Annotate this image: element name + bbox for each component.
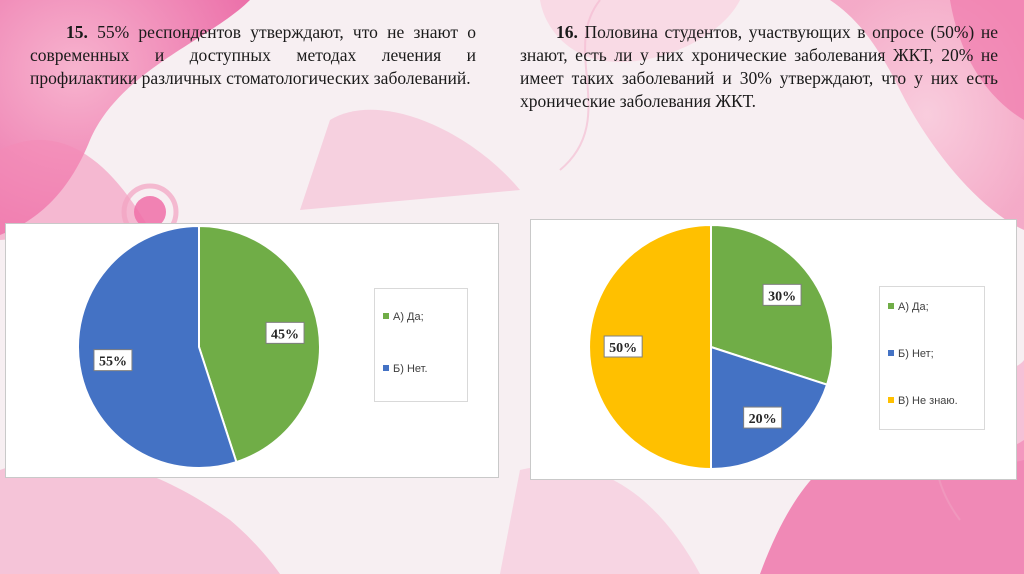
chart-16-frame: 30% 20% 50% А) Да; Б) Нет; В) Не знаю. bbox=[530, 219, 1017, 480]
legend-label-3: В) Не знаю. bbox=[898, 395, 958, 407]
pie-data-label-3: 50% bbox=[603, 335, 643, 358]
legend-swatch-3 bbox=[888, 397, 894, 403]
pie-data-label-text-1: 30% bbox=[768, 289, 796, 304]
legend-label-2: Б) Нет; bbox=[898, 348, 934, 360]
pie-slice-3 bbox=[588, 223, 712, 471]
pie-slice-1 bbox=[198, 224, 321, 464]
legend-label-1: А) Да; bbox=[898, 301, 929, 313]
chart-15-frame: 45% 55% А) Да; Б) Нет. bbox=[5, 223, 499, 478]
pie-chart-16: 30% 20% 50% bbox=[588, 223, 834, 471]
pie-slice-2 bbox=[77, 224, 238, 469]
chart-15-legend: А) Да; Б) Нет. bbox=[374, 288, 468, 402]
legend-item-3: В) Не знаю. bbox=[888, 395, 958, 407]
legend-swatch-2 bbox=[888, 350, 894, 356]
pie-chart-15: 45% 55% bbox=[77, 224, 321, 469]
item-16-text: Половина студентов, участвующих в опросе… bbox=[520, 22, 998, 111]
legend-swatch-1 bbox=[383, 313, 389, 319]
text-item-16: 16. Половина студентов, участвующих в оп… bbox=[520, 21, 998, 113]
pie-data-label-1: 30% bbox=[762, 283, 802, 306]
item-15-number: 15. bbox=[66, 22, 88, 42]
pie-data-label-text-2: 55% bbox=[99, 355, 127, 370]
pie-data-label-2: 20% bbox=[743, 406, 783, 429]
text-item-15: 15. 55% респондентов утверждают, что не … bbox=[30, 21, 476, 90]
item-16-number: 16. bbox=[556, 22, 578, 42]
legend-label-2: Б) Нет. bbox=[393, 363, 428, 375]
pie-data-label-text-3: 50% bbox=[609, 341, 637, 356]
legend-swatch-1 bbox=[888, 303, 894, 309]
pie-data-label-text-2: 20% bbox=[749, 412, 777, 427]
pie-data-label-text-1: 45% bbox=[271, 327, 299, 342]
chart-16-legend: А) Да; Б) Нет; В) Не знаю. bbox=[879, 286, 985, 430]
legend-item-1: А) Да; bbox=[888, 301, 929, 313]
legend-swatch-2 bbox=[383, 365, 389, 371]
legend-item-2: Б) Нет; bbox=[888, 348, 934, 360]
item-15-text: 55% респондентов утверждают, что не знаю… bbox=[30, 22, 476, 88]
legend-item-2: Б) Нет. bbox=[383, 363, 428, 375]
legend-label-1: А) Да; bbox=[393, 311, 424, 323]
legend-item-1: А) Да; bbox=[383, 311, 424, 323]
pie-data-label-2: 55% bbox=[93, 349, 133, 372]
pie-data-label-1: 45% bbox=[265, 321, 305, 344]
